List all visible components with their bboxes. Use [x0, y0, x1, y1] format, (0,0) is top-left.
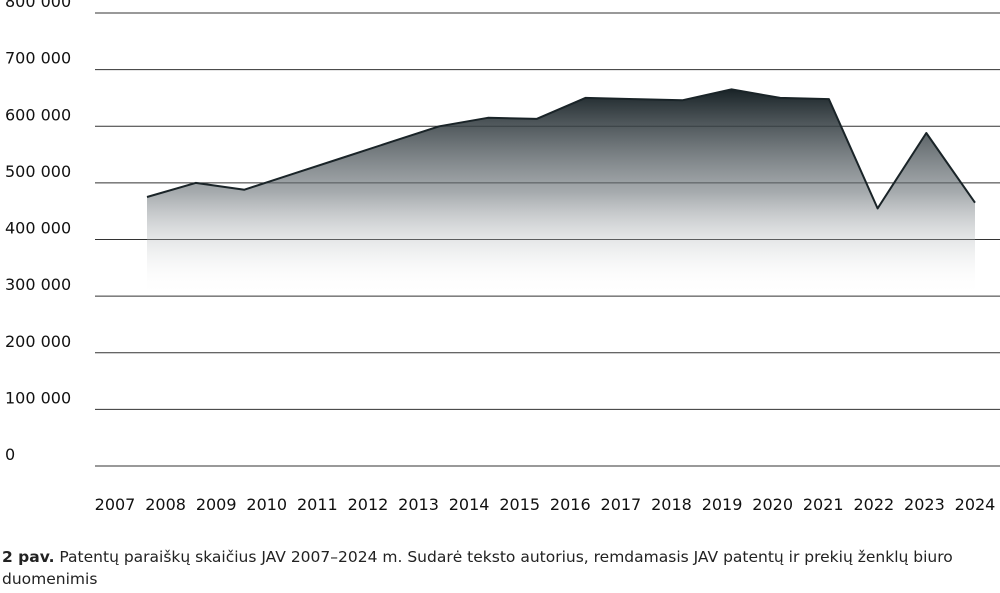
x-tick-label: 2021	[803, 495, 844, 514]
x-tick-label: 2009	[196, 495, 237, 514]
caption-label: 2 pav.	[2, 548, 55, 566]
x-tick-label: 2007	[95, 495, 136, 514]
chart: 0 100 000 200 000 300 000 400 000 500 000 600 …	[5, 0, 1000, 514]
x-tick-label: 2018	[651, 495, 692, 514]
x-tick-label: 2019	[702, 495, 743, 514]
x-tick-label: 2010	[246, 495, 287, 514]
y-tick-label: 600 000	[5, 105, 71, 124]
x-tick-label: 2012	[348, 495, 389, 514]
y-tick-label: 500 000	[5, 162, 71, 181]
caption: 2 pav. Patentų paraiškų skaičius JAV 200…	[2, 546, 998, 590]
y-tick-label: 800 000	[5, 0, 71, 11]
y-tick-label: 200 000	[5, 332, 71, 351]
y-tick-label: 400 000	[5, 219, 71, 238]
x-tick-label: 2011	[297, 495, 338, 514]
y-tick-label: 300 000	[5, 275, 71, 294]
x-tick-label: 2022	[853, 495, 894, 514]
y-tick-label: 100 000	[5, 388, 71, 407]
x-tick-label: 2017	[601, 495, 642, 514]
x-tick-label: 2023	[904, 495, 945, 514]
y-tick-label: 0	[5, 445, 15, 464]
line	[146, 88, 976, 210]
x-tick-label: 2016	[550, 495, 591, 514]
x-tick-label: 2024	[955, 495, 996, 514]
x-tick-label: 2013	[398, 495, 439, 514]
x-tick-label: 2015	[499, 495, 540, 514]
caption-text: Patentų paraiškų skaičius JAV 2007–2024 …	[2, 548, 953, 588]
x-tick-label: 2008	[145, 495, 186, 514]
y-tick-label: 700 000	[5, 49, 71, 68]
x-tick-label: 2014	[449, 495, 490, 514]
area-fill	[147, 89, 975, 301]
x-tick-label: 2020	[752, 495, 793, 514]
